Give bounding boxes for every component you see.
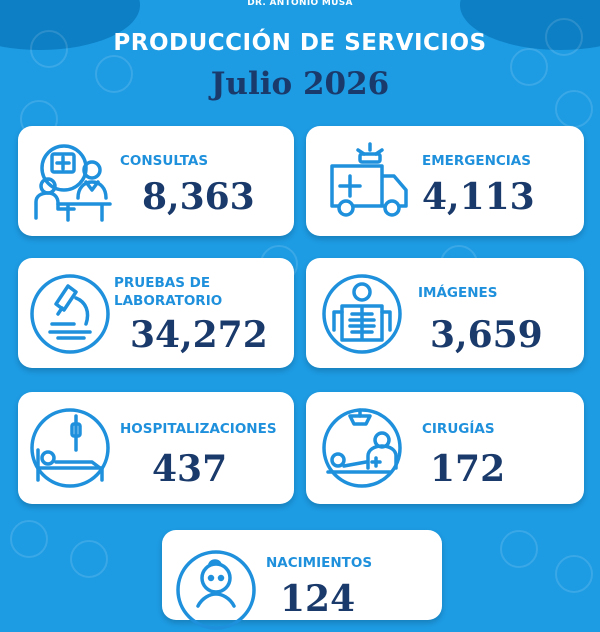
page-title: PRODUCCIÓN DE SERVICIOS [113,30,487,56]
service-label: EMERGENCIAS [422,153,531,169]
hospital-bed-icon [30,408,110,488]
service-value: 8,363 [142,176,255,218]
service-card-emergencias: EMERGENCIAS 4,113 [306,126,584,236]
service-card-consultas: CONSULTAS 8,363 [18,126,294,236]
service-label: PRUEBAS DE LABORATORIO [114,275,223,309]
service-card-nacimientos: NACIMIENTOS 124 [162,530,442,630]
service-value: 3,659 [430,314,543,356]
period-label: Julio 2026 [210,66,390,102]
service-label: NACIMIENTOS [266,555,373,571]
xray-icon [322,274,402,354]
service-label: CONSULTAS [120,153,209,169]
doctor-consultation-icon [34,144,112,222]
service-value: 4,113 [422,176,535,218]
service-label: CIRUGÍAS [422,421,495,437]
surgery-icon [322,408,402,488]
service-value: 124 [280,578,356,620]
ambulance-icon [330,142,408,217]
background-icon [555,555,593,593]
service-card-laboratorio: PRUEBAS DE LABORATORIO 34,272 [18,258,294,368]
service-card-hospitalizaciones: HOSPITALIZACIONES 437 [18,392,294,504]
service-label: HOSPITALIZACIONES [120,421,277,437]
background-icon [510,48,548,86]
baby-icon [176,550,256,630]
background-icon [545,18,583,56]
background-icon [95,55,133,93]
service-card-cirugias: CIRUGÍAS 172 [306,392,584,504]
microscope-icon [30,274,110,354]
hospital-name: DR. ANTONIO MUSA [247,0,353,8]
service-label: IMÁGENES [418,285,498,301]
background-icon [70,540,108,578]
background-icon [500,530,538,568]
background-icon [30,30,68,68]
service-value: 34,272 [130,314,268,356]
service-card-imagenes: IMÁGENES 3,659 [306,258,584,368]
service-value: 172 [430,448,506,490]
service-value: 437 [152,448,228,490]
background-icon [10,520,48,558]
